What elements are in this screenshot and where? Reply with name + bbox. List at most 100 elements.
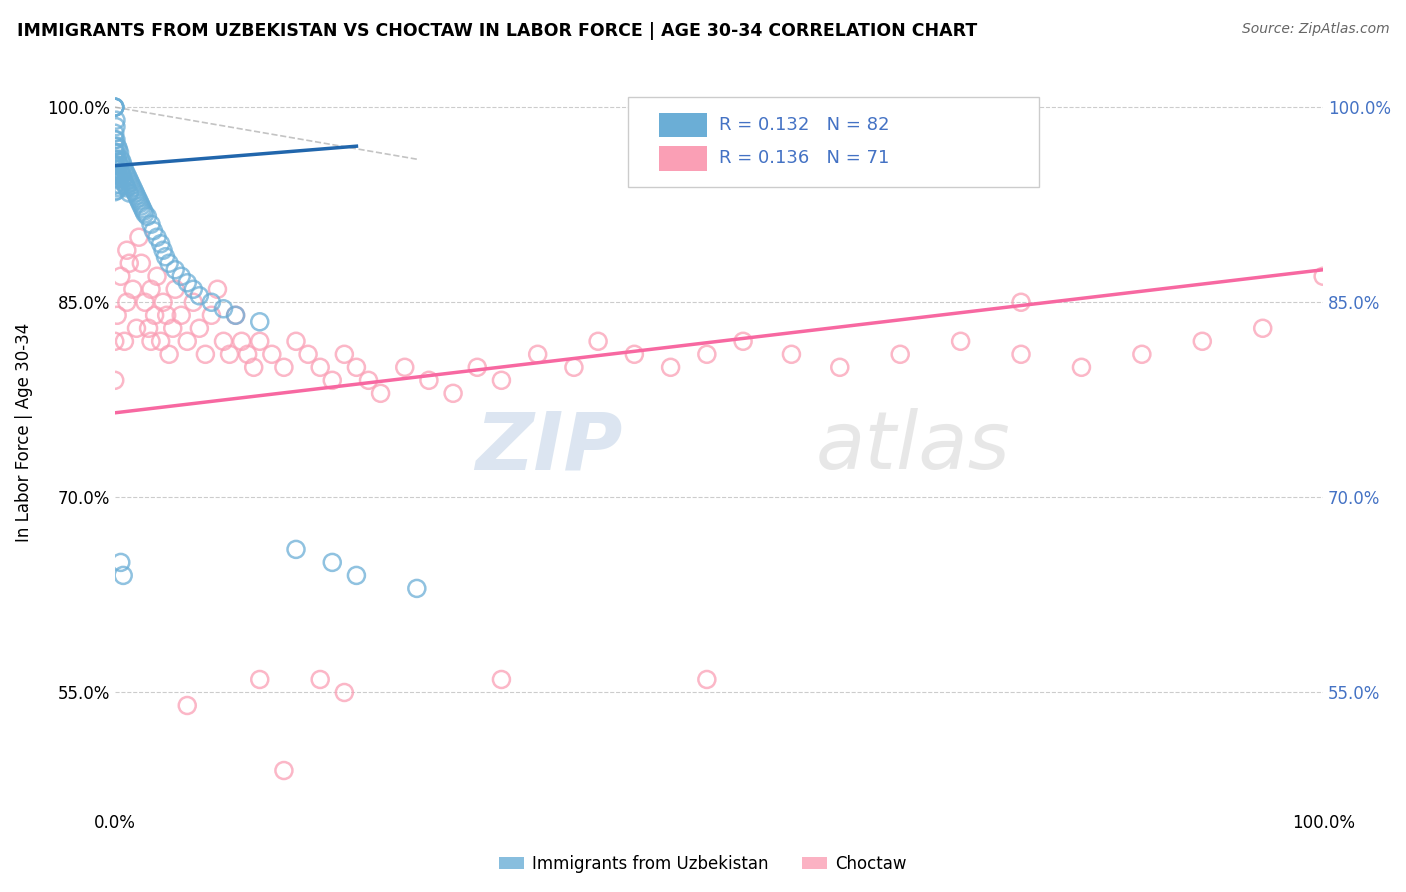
Point	[394, 360, 416, 375]
Point	[194, 347, 217, 361]
Point	[108, 171, 131, 186]
FancyBboxPatch shape	[658, 113, 707, 137]
Point	[733, 334, 755, 349]
Point	[176, 334, 198, 349]
Point	[110, 165, 132, 179]
Point	[112, 171, 135, 186]
Point	[1251, 321, 1274, 335]
Point	[104, 168, 127, 182]
Point	[1010, 347, 1032, 361]
Text: Source: ZipAtlas.com: Source: ZipAtlas.com	[1241, 22, 1389, 37]
Point	[104, 373, 127, 387]
Point	[104, 120, 127, 134]
Point	[309, 360, 332, 375]
Point	[333, 347, 356, 361]
Text: R = 0.136   N = 71: R = 0.136 N = 71	[718, 150, 890, 168]
Point	[225, 308, 247, 322]
Point	[139, 217, 162, 231]
Point	[115, 295, 138, 310]
Point	[285, 334, 308, 349]
Point	[273, 360, 295, 375]
FancyBboxPatch shape	[658, 146, 707, 170]
Point	[104, 100, 127, 114]
Point	[105, 162, 128, 177]
Point	[170, 308, 193, 322]
Point	[104, 178, 127, 193]
Point	[285, 542, 308, 557]
Point	[105, 183, 128, 197]
Point	[104, 133, 127, 147]
Point	[465, 360, 488, 375]
Point	[405, 582, 427, 596]
Point	[112, 159, 135, 173]
Point	[136, 210, 159, 224]
Point	[128, 194, 150, 208]
Point	[104, 334, 127, 349]
Point	[491, 673, 513, 687]
Point	[132, 204, 155, 219]
Point	[105, 173, 128, 187]
Point	[107, 168, 129, 182]
Text: IMMIGRANTS FROM UZBEKISTAN VS CHOCTAW IN LABOR FORCE | AGE 30-34 CORRELATION CHA: IMMIGRANTS FROM UZBEKISTAN VS CHOCTAW IN…	[17, 22, 977, 40]
Point	[526, 347, 548, 361]
Point	[110, 556, 132, 570]
Point	[131, 202, 153, 216]
Point	[696, 673, 718, 687]
Point	[112, 176, 135, 190]
Point	[104, 152, 127, 166]
Point	[110, 152, 132, 166]
Point	[138, 321, 160, 335]
Point	[155, 250, 177, 264]
Point	[104, 159, 127, 173]
Point	[104, 100, 127, 114]
Point	[146, 269, 169, 284]
Point	[124, 186, 146, 200]
Point	[165, 282, 187, 296]
Point	[104, 165, 127, 179]
Text: atlas: atlas	[815, 409, 1011, 486]
Point	[131, 199, 153, 213]
Point	[170, 269, 193, 284]
Point	[249, 673, 271, 687]
Point	[104, 139, 127, 153]
Point	[104, 159, 127, 173]
Point	[118, 256, 141, 270]
Point	[249, 334, 271, 349]
Point	[104, 100, 127, 114]
Point	[108, 145, 131, 160]
Point	[828, 360, 851, 375]
Point	[104, 171, 127, 186]
Point	[118, 173, 141, 187]
Point	[134, 295, 156, 310]
Point	[111, 154, 134, 169]
Point	[121, 178, 143, 193]
Point	[110, 269, 132, 284]
Point	[107, 154, 129, 169]
Point	[273, 764, 295, 778]
Point	[139, 282, 162, 296]
Point	[321, 556, 343, 570]
Point	[242, 360, 264, 375]
Point	[623, 347, 645, 361]
Point	[115, 181, 138, 195]
Point	[441, 386, 464, 401]
Point	[104, 145, 127, 160]
Point	[131, 256, 153, 270]
Point	[122, 183, 145, 197]
Point	[156, 308, 179, 322]
Point	[176, 276, 198, 290]
Point	[491, 373, 513, 387]
Point	[117, 170, 139, 185]
Point	[586, 334, 609, 349]
Point	[260, 347, 283, 361]
Point	[696, 347, 718, 361]
Point	[321, 373, 343, 387]
Point	[125, 188, 148, 202]
Point	[120, 176, 142, 190]
Point	[1010, 295, 1032, 310]
Point	[236, 347, 259, 361]
Text: ZIP: ZIP	[475, 409, 623, 486]
Point	[115, 244, 138, 258]
Point	[105, 139, 128, 153]
Point	[129, 196, 152, 211]
